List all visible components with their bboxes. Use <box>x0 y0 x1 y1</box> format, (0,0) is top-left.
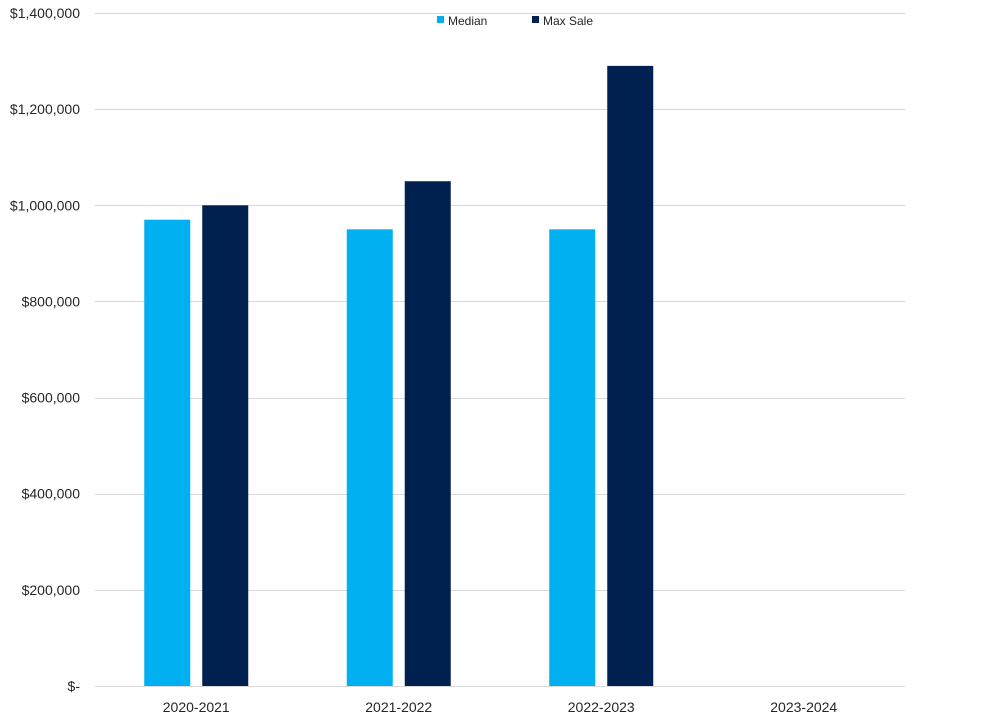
bar-median-2020-2021 <box>144 219 191 686</box>
x-tick-label: 2021-2022 <box>365 699 432 715</box>
y-tick-label: $600,000 <box>22 390 81 406</box>
y-tick-label: $1,200,000 <box>10 101 80 117</box>
y-tick-label: $200,000 <box>22 582 81 598</box>
bar-max-sale-2020-2021 <box>202 205 249 687</box>
y-tick-label: $800,000 <box>22 293 81 309</box>
legend-label: Max Sale <box>543 14 593 28</box>
y-tick-label: $1,400,000 <box>10 5 80 21</box>
x-tick-label: 2023-2024 <box>770 699 837 715</box>
x-tick-label: 2020-2021 <box>163 699 230 715</box>
legend: Median Max Sale <box>437 14 593 28</box>
bar-max-sale-2021-2022 <box>404 181 451 686</box>
y-tick-label: $1,000,000 <box>10 197 80 213</box>
x-axis-tick-labels: 2020-2021 2021-2022 2022-2023 2023-2024 <box>163 699 838 715</box>
legend-swatch-max-sale <box>532 16 539 23</box>
y-axis-tick-labels: $- $200,000 $400,000 $600,000 $800,000 $1,000… <box>10 5 80 694</box>
bar-median-2021-2022 <box>346 229 393 687</box>
y-tick-label: $400,000 <box>22 486 81 502</box>
bar-max-sale-2022-2023 <box>607 65 654 687</box>
legend-label: Median <box>448 14 487 28</box>
x-tick-label: 2022-2023 <box>568 699 635 715</box>
legend-swatch-median <box>437 16 444 23</box>
bar-median-2022-2023 <box>549 229 596 687</box>
bars <box>144 65 654 687</box>
y-tick-label: $- <box>68 678 81 694</box>
